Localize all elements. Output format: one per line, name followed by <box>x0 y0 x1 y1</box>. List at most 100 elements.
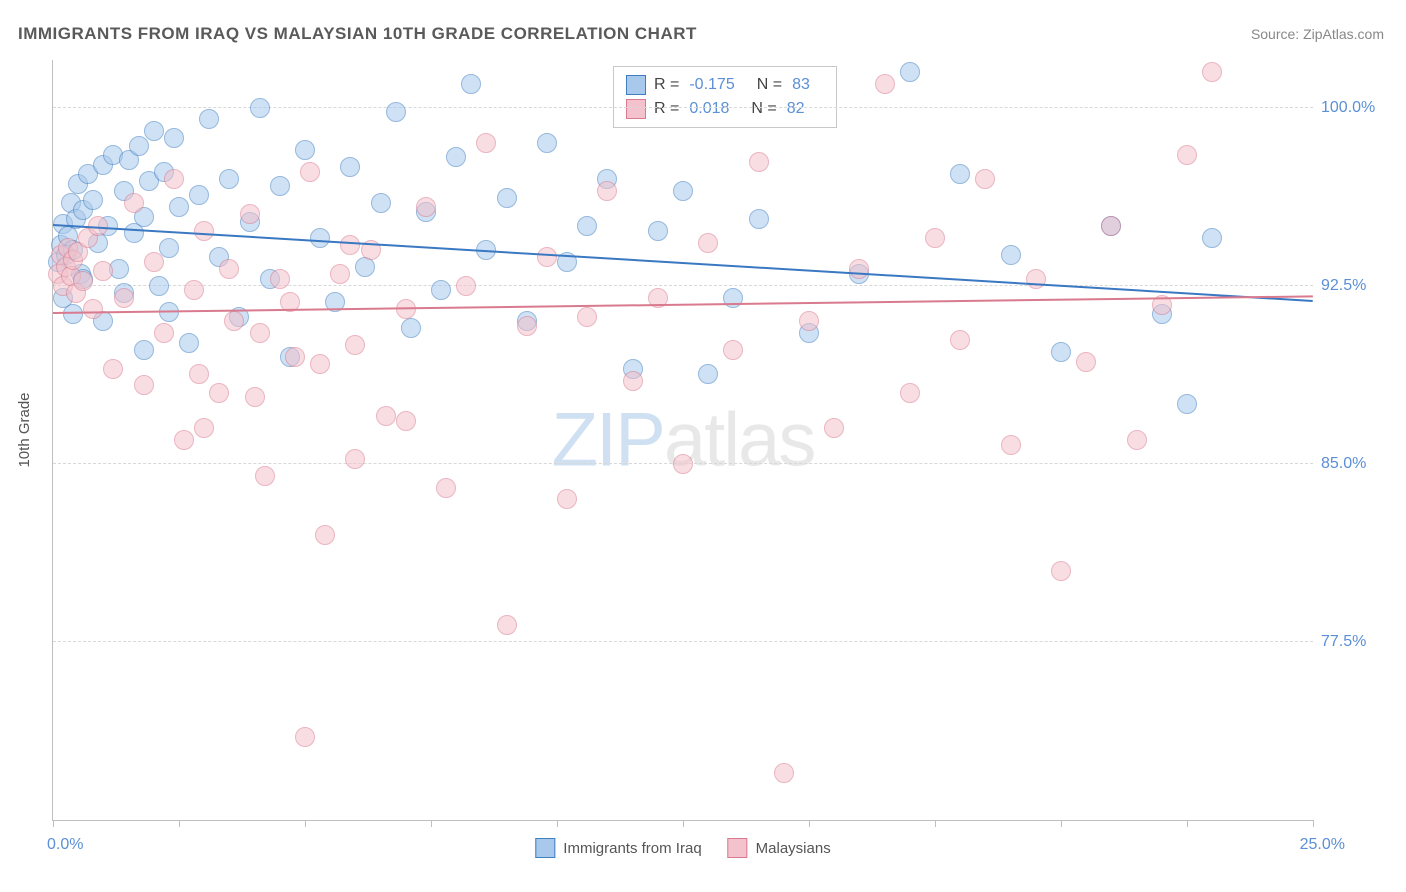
data-point <box>340 235 360 255</box>
data-point <box>310 354 330 374</box>
data-point <box>376 406 396 426</box>
data-point <box>219 169 239 189</box>
y-tick-label: 100.0% <box>1321 99 1391 117</box>
data-point <box>1202 228 1222 248</box>
data-point <box>497 188 517 208</box>
trend-line <box>53 296 1313 315</box>
data-point <box>345 449 365 469</box>
data-point <box>749 152 769 172</box>
data-point <box>174 430 194 450</box>
x-tick <box>431 820 432 827</box>
data-point <box>517 316 537 336</box>
y-tick-label: 92.5% <box>1321 277 1391 295</box>
legend-label: Malaysians <box>756 840 831 857</box>
data-point <box>255 466 275 486</box>
data-point <box>63 304 83 324</box>
data-point <box>875 74 895 94</box>
legend-item: Malaysians <box>728 838 831 858</box>
data-point <box>371 193 391 213</box>
x-tick <box>683 820 684 827</box>
legend-r-label: R = <box>654 100 679 118</box>
data-point <box>537 247 557 267</box>
legend-r-value: -0.175 <box>689 76 734 94</box>
gridline <box>53 285 1313 286</box>
legend-swatch <box>626 75 646 95</box>
data-point <box>154 323 174 343</box>
data-point <box>1127 430 1147 450</box>
data-point <box>194 221 214 241</box>
data-point <box>900 383 920 403</box>
data-point <box>169 197 189 217</box>
data-point <box>476 133 496 153</box>
data-point <box>824 418 844 438</box>
data-point <box>1051 561 1071 581</box>
data-point <box>925 228 945 248</box>
legend-r-label: R = <box>654 76 679 94</box>
data-point <box>648 221 668 241</box>
gridline <box>53 641 1313 642</box>
data-point <box>849 259 869 279</box>
data-point <box>577 216 597 236</box>
data-point <box>799 311 819 331</box>
data-point <box>396 411 416 431</box>
data-point <box>209 383 229 403</box>
data-point <box>436 478 456 498</box>
chart-source: Source: ZipAtlas.com <box>1251 26 1384 42</box>
data-point <box>340 157 360 177</box>
data-point <box>300 162 320 182</box>
legend-top: R =-0.175N =83R =0.018N =82 <box>613 66 837 128</box>
data-point <box>1202 62 1222 82</box>
data-point <box>270 176 290 196</box>
x-axis-end-label: 25.0% <box>1300 836 1345 854</box>
data-point <box>250 323 270 343</box>
y-tick-label: 85.0% <box>1321 455 1391 473</box>
data-point <box>461 74 481 94</box>
data-point <box>250 98 270 118</box>
data-point <box>723 340 743 360</box>
x-tick <box>557 820 558 827</box>
data-point <box>698 233 718 253</box>
data-point <box>270 269 290 289</box>
data-point <box>295 727 315 747</box>
data-point <box>103 359 123 379</box>
data-point <box>184 280 204 300</box>
gridline <box>53 107 1313 108</box>
x-tick <box>305 820 306 827</box>
data-point <box>83 190 103 210</box>
data-point <box>1051 342 1071 362</box>
watermark-zip: ZIP <box>552 398 664 483</box>
data-point <box>164 128 184 148</box>
data-point <box>93 261 113 281</box>
legend-label: Immigrants from Iraq <box>563 840 701 857</box>
data-point <box>456 276 476 296</box>
data-point <box>557 489 577 509</box>
data-point <box>134 340 154 360</box>
data-point <box>159 238 179 258</box>
data-point <box>315 525 335 545</box>
x-axis-origin-label: 0.0% <box>47 836 83 854</box>
legend-n-label: N = <box>757 76 782 94</box>
data-point <box>446 147 466 167</box>
data-point <box>749 209 769 229</box>
data-point <box>144 121 164 141</box>
legend-item: Immigrants from Iraq <box>535 838 701 858</box>
data-point <box>774 763 794 783</box>
trend-line <box>53 224 1313 302</box>
data-point <box>189 364 209 384</box>
data-point <box>1076 352 1096 372</box>
x-tick <box>1187 820 1188 827</box>
data-point <box>900 62 920 82</box>
data-point <box>199 109 219 129</box>
x-tick <box>53 820 54 827</box>
data-point <box>149 276 169 296</box>
x-tick <box>935 820 936 827</box>
data-point <box>164 169 184 189</box>
data-point <box>144 252 164 272</box>
data-point <box>330 264 350 284</box>
data-point <box>1177 394 1197 414</box>
data-point <box>245 387 265 407</box>
data-point <box>114 288 134 308</box>
data-point <box>673 454 693 474</box>
plot-area: ZIPatlas R =-0.175N =83R =0.018N =82 0.0… <box>52 60 1313 821</box>
data-point <box>1177 145 1197 165</box>
